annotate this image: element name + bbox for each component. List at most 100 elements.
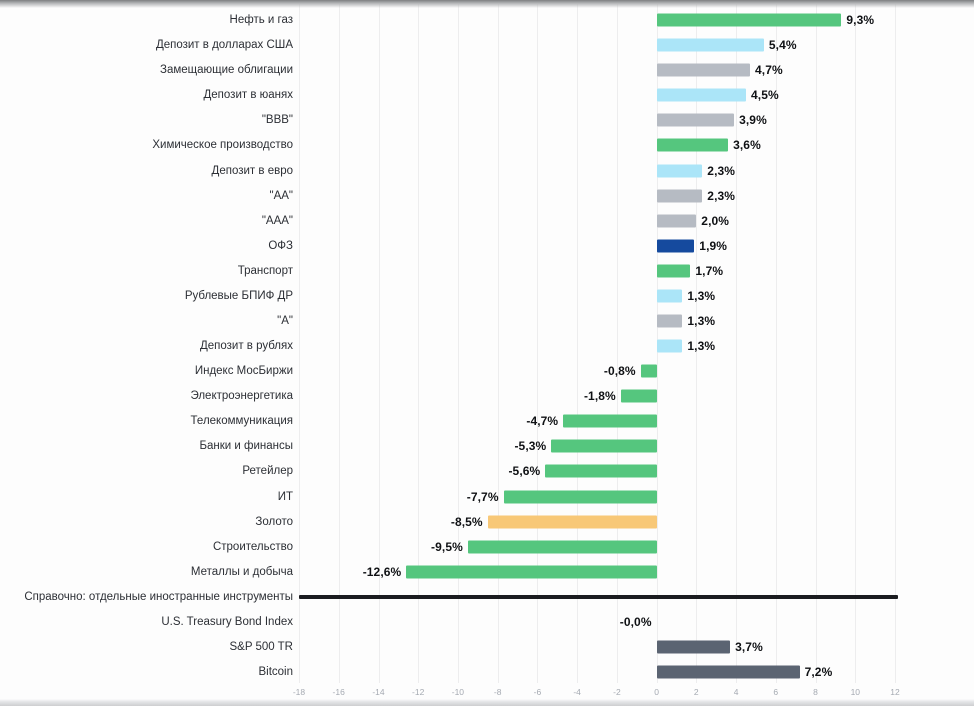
category-label: "A": [277, 315, 293, 327]
category-label: ИТ: [277, 490, 293, 503]
bar: [656, 113, 735, 127]
gridline: [895, 4, 896, 683]
value-label: 1,7%: [695, 263, 724, 278]
x-axis-tick-label: 6: [773, 687, 779, 697]
category-label: Рублевые БПИФ ДР: [184, 289, 293, 302]
category-label: Замещающие облигации: [160, 64, 293, 77]
category-label: Депозит в юанях: [203, 89, 294, 102]
bar: [656, 289, 683, 303]
bar: [640, 364, 657, 378]
gridline: [497, 4, 499, 683]
gridline: [696, 4, 698, 683]
gridline: [815, 4, 817, 683]
gridline: [736, 4, 738, 683]
bar: [656, 239, 695, 253]
value-label: 2,0%: [701, 213, 730, 228]
category-label: Депозит в рублях: [199, 340, 293, 352]
value-label: 1,3%: [687, 314, 716, 328]
category-label: Банки и финансы: [199, 440, 293, 453]
value-label: 1,9%: [699, 238, 728, 253]
category-label: Химическое производство: [152, 139, 293, 152]
value-label: 1,3%: [687, 339, 716, 353]
bar: [620, 389, 657, 403]
category-label: Справочно: отдельные иностранные инструм…: [24, 590, 293, 603]
bar: [503, 490, 657, 503]
value-label: 3,6%: [733, 138, 761, 153]
bar: [656, 640, 731, 654]
bar: [656, 38, 764, 52]
value-label: 3,9%: [739, 113, 767, 128]
category-label: Депозит в долларах США: [155, 39, 293, 52]
category-label: Ретейлер: [242, 465, 293, 478]
bar: [656, 214, 697, 228]
category-label: Депозит в евро: [211, 164, 293, 177]
value-label: -4,7%: [526, 414, 559, 429]
value-label: 5,4%: [768, 38, 797, 53]
bar: [656, 138, 729, 152]
value-label: 2,3%: [707, 163, 736, 178]
bar: [656, 63, 750, 77]
bar: [656, 13, 842, 27]
bar: [551, 439, 657, 453]
category-label: ОФЗ: [268, 239, 293, 252]
x-axis-tick-label: -10: [451, 687, 465, 697]
x-axis-tick-label: -14: [372, 687, 385, 697]
value-label: -0,0%: [619, 614, 652, 629]
value-label: -7,7%: [466, 489, 499, 504]
category-label: S&P 500 TR: [229, 641, 293, 653]
x-axis-tick-label: -16: [332, 687, 345, 697]
value-label: -8,5%: [450, 514, 483, 529]
x-axis-tick-label: 0: [654, 687, 659, 697]
x-axis-tick-label: -8: [493, 687, 502, 697]
x-axis-tick-label: -6: [533, 687, 542, 697]
value-label: 4,7%: [755, 63, 783, 78]
gridline: [577, 4, 579, 683]
category-label: "AAA": [261, 214, 293, 227]
value-label: -1,8%: [583, 389, 616, 404]
x-axis-tick-label: -18: [292, 687, 306, 697]
x-axis-tick-label: 4: [733, 687, 739, 697]
category-label: Строительство: [212, 540, 293, 553]
bar: [406, 565, 657, 579]
gridline: [537, 4, 539, 683]
value-label: -0,8%: [603, 364, 636, 379]
value-label: -5,3%: [514, 439, 547, 454]
gridline: [378, 4, 380, 683]
x-axis-tick-label: -2: [613, 687, 621, 697]
value-label: -9,5%: [431, 539, 463, 554]
value-label: -12,6%: [362, 564, 402, 579]
bar: [545, 464, 657, 478]
category-label: Bitcoin: [258, 666, 293, 679]
value-label: -5,6%: [508, 464, 541, 479]
bar: [656, 314, 683, 328]
category-label: Металлы и добыча: [190, 565, 293, 578]
bar: [656, 164, 703, 177]
value-label: 1,3%: [687, 288, 716, 303]
category-label: Золото: [255, 515, 293, 528]
bar: [656, 665, 800, 679]
category-label: Транспорт: [237, 264, 293, 277]
x-axis-tick-label: 12: [890, 687, 900, 697]
x-axis-tick-label: -12: [412, 687, 425, 697]
category-label: Телекоммуникация: [190, 415, 293, 428]
value-label: 3,7%: [735, 640, 763, 654]
gridline: [299, 4, 300, 683]
frame-edge-bottom: [0, 699, 974, 706]
gridline: [775, 4, 777, 683]
x-axis-tick-label: 8: [813, 687, 818, 697]
category-label: Электроэнергетика: [190, 390, 293, 403]
bar: [656, 88, 746, 102]
category-label: "AA": [269, 189, 293, 202]
bar: [563, 414, 657, 428]
separator-line: [299, 594, 898, 599]
gridline: [457, 4, 459, 683]
x-axis-tick-label: -4: [573, 687, 581, 697]
frame-edge-top: [0, 0, 974, 8]
bar: [656, 339, 683, 353]
gridline: [418, 4, 420, 683]
value-label: 9,3%: [846, 13, 875, 27]
gridline: [855, 4, 857, 683]
value-label: 4,5%: [751, 88, 779, 103]
bar: [467, 540, 657, 554]
bar: [656, 189, 703, 203]
